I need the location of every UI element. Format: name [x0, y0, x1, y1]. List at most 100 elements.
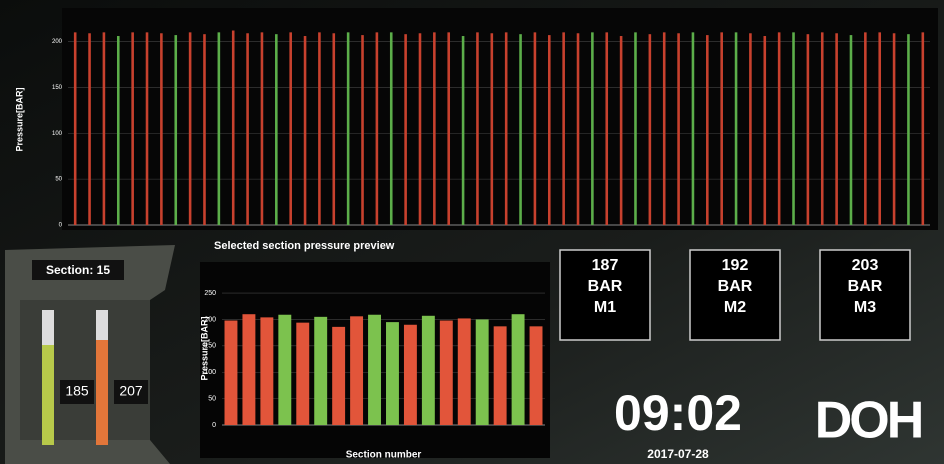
bar — [763, 36, 767, 225]
gauge-box — [114, 380, 148, 404]
bar — [303, 36, 307, 225]
bar — [73, 32, 77, 225]
m-box — [559, 249, 651, 341]
bar — [849, 35, 853, 225]
bar — [907, 34, 910, 225]
bar — [260, 317, 274, 425]
y-tick-label: 0 — [59, 223, 63, 229]
bar — [224, 320, 238, 425]
bar — [145, 32, 149, 225]
m-box-unit: BAR — [588, 278, 623, 295]
bar — [418, 33, 422, 226]
bar — [511, 314, 525, 425]
section-label: Section: 15 — [46, 263, 110, 277]
bar — [332, 326, 346, 425]
bar — [749, 33, 752, 226]
y-tick-label: 200 — [52, 39, 63, 45]
top-panel — [62, 8, 938, 230]
bar — [203, 34, 206, 225]
bar — [504, 32, 508, 225]
bar — [314, 316, 328, 425]
bar — [375, 32, 379, 225]
bar — [318, 32, 321, 225]
y-tick-label: 100 — [204, 369, 216, 376]
bar — [389, 32, 393, 225]
bar — [346, 32, 350, 225]
bar — [246, 33, 249, 226]
bar — [231, 30, 235, 225]
bar — [820, 32, 824, 225]
m-box — [689, 249, 781, 341]
bar — [361, 35, 364, 225]
bar — [878, 32, 882, 225]
bar — [591, 32, 594, 225]
bar — [493, 326, 507, 425]
chart-title: Selected section pressure preview — [214, 240, 395, 252]
bar — [242, 314, 256, 425]
bar — [174, 35, 178, 225]
bar — [160, 33, 163, 226]
y-tick-label: 150 — [204, 343, 216, 350]
bar — [792, 32, 795, 225]
bar — [892, 33, 896, 226]
m-box-unit: BAR — [848, 278, 883, 295]
bar — [547, 35, 551, 225]
bar — [576, 33, 580, 226]
y-axis-label: Pressure[BAR] — [199, 316, 209, 380]
bar — [619, 36, 623, 225]
bar — [217, 32, 221, 225]
bar — [691, 32, 695, 225]
bar — [289, 32, 292, 225]
bar — [421, 315, 435, 425]
bar — [116, 36, 120, 225]
bar — [677, 33, 680, 226]
bar — [332, 33, 336, 226]
bar — [461, 36, 465, 225]
bar — [447, 32, 451, 225]
bar — [475, 319, 489, 425]
bar — [529, 326, 543, 425]
bar — [605, 32, 609, 225]
m-boxes: 187 BAR M1 192 BAR M2 203 BAR M3 — [559, 249, 911, 341]
gauge-box — [60, 380, 94, 404]
x-axis-label: Section number — [346, 450, 422, 461]
bar — [734, 32, 738, 225]
bar — [634, 32, 637, 225]
y-tick-label: 250 — [204, 290, 216, 297]
y-tick-label: 50 — [55, 177, 62, 183]
bar — [386, 322, 399, 425]
gauge-value: 207 — [119, 383, 143, 399]
bar — [260, 32, 264, 225]
logo: DOH — [815, 392, 922, 450]
m-box — [819, 249, 911, 341]
bar — [275, 34, 278, 225]
bar — [562, 32, 565, 225]
bar — [350, 316, 364, 425]
clock-date: 2017-07-28 — [647, 447, 709, 461]
y-axis-label: Pressure[BAR] — [14, 87, 24, 151]
clock-time: 09:02 — [614, 385, 742, 441]
m-box-unit: BAR — [718, 278, 753, 295]
bar — [519, 34, 522, 225]
bar — [476, 32, 479, 225]
section-box — [32, 260, 124, 280]
m-box-value: 192 — [722, 257, 749, 274]
bar — [403, 324, 417, 425]
bar — [131, 32, 134, 225]
bar — [662, 32, 666, 225]
bar — [533, 32, 537, 225]
bar — [490, 33, 494, 226]
bar — [720, 32, 723, 225]
m-box-value: 203 — [852, 257, 879, 274]
bar — [864, 32, 867, 225]
y-tick-label: 100 — [52, 131, 63, 137]
bar — [777, 32, 781, 225]
y-tick-label: 0 — [212, 422, 216, 429]
y-tick-label: 200 — [204, 316, 216, 323]
bar — [102, 32, 106, 225]
bar — [404, 34, 407, 225]
bar — [296, 322, 310, 425]
machine-illustration — [5, 245, 175, 464]
